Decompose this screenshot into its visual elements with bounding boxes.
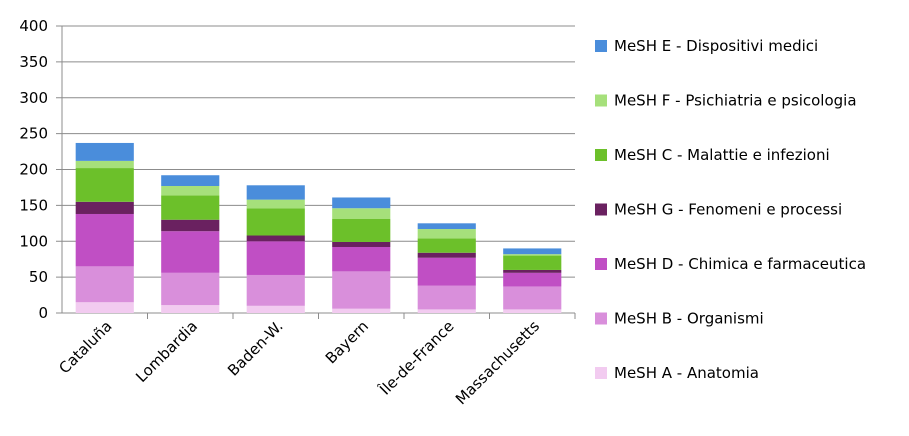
bar-segment: [417, 257, 476, 286]
bar-segment: [332, 308, 391, 313]
bar-segment: [246, 241, 305, 275]
bar-segment: [161, 231, 220, 273]
bar-segment: [503, 255, 562, 270]
bar-segment: [417, 229, 476, 239]
legend-swatch: [595, 149, 607, 161]
bar-segment: [417, 252, 476, 258]
bar-segment: [332, 197, 391, 209]
legend-label: MeSH E - Dispositivi medici: [614, 37, 818, 55]
bars: [75, 142, 562, 313]
legend-swatch: [595, 94, 607, 107]
y-tick-label: 400: [19, 17, 48, 35]
legend-swatch: [595, 40, 607, 52]
bar-segment: [332, 271, 391, 309]
bar-segment: [246, 305, 305, 313]
legend-swatch: [595, 312, 607, 325]
bar-segment: [75, 160, 134, 169]
bar-segment: [75, 302, 134, 313]
y-tick-label: 50: [29, 268, 48, 286]
bar-segment: [417, 238, 476, 253]
bar-segment: [417, 309, 476, 313]
bar-segment: [161, 186, 220, 196]
bar-segment: [161, 305, 220, 313]
x-tick-label: Bayern: [322, 317, 372, 367]
legend-label: MeSH G - Fenomeni e processi: [614, 201, 842, 219]
y-tick-label: 0: [38, 304, 48, 322]
bar-segment: [332, 246, 391, 272]
legend-swatch: [595, 258, 607, 270]
bar-segment: [417, 223, 476, 230]
bar-segment: [161, 175, 220, 187]
bar-segment: [161, 219, 220, 232]
bar-segment: [246, 199, 305, 209]
bar-segment: [75, 201, 134, 214]
bar-segment: [503, 272, 562, 287]
x-tick-label: Lombardia: [132, 317, 201, 386]
bar-segment: [161, 195, 220, 220]
y-tick-labels: 0 50 100 150 200 250 300 350 400: [19, 17, 48, 322]
legend-label: MeSH B - Organismi: [614, 310, 764, 328]
bar-segment: [246, 235, 305, 242]
y-tick-label: 100: [19, 232, 48, 250]
legend-label: MeSH A - Anatomia: [614, 364, 759, 382]
bar-segment: [332, 208, 391, 220]
bar-segment: [503, 248, 562, 255]
bar-segment: [246, 208, 305, 236]
bar-segment: [75, 266, 134, 303]
legend: MeSH E - Dispositivi medici MeSH F - Psic…: [595, 37, 866, 382]
bar-segment: [503, 309, 562, 313]
x-tick-label: Baden-W.: [224, 317, 287, 380]
y-tick-label: 300: [19, 89, 48, 107]
x-tick-label: Cataluña: [55, 317, 115, 377]
bar-segment: [75, 168, 134, 202]
y-tick-label: 200: [19, 161, 48, 179]
bar-segment: [75, 213, 134, 267]
bar-segment: [246, 185, 305, 200]
bar-segment: [246, 274, 305, 306]
axes: [56, 25, 576, 319]
gridlines: [62, 25, 575, 278]
bar-segment: [503, 286, 562, 310]
legend-swatch: [595, 203, 607, 216]
y-tick-label: 350: [19, 53, 48, 71]
x-tick-label: Massachusetts: [452, 317, 543, 408]
bar-segment: [417, 285, 476, 310]
legend-label: MeSH F - Psichiatria e psicologia: [614, 92, 857, 110]
bar-segment: [503, 269, 562, 273]
legend-label: MeSH D - Chimica e farmaceutica: [614, 255, 866, 273]
bar-segment: [332, 241, 391, 247]
x-tick-labels: Cataluña Lombardia Baden-W. Bayern Île-de-Fr…: [55, 316, 543, 408]
y-tick-label: 250: [19, 125, 48, 143]
legend-label: MeSH C - Malattie e infezioni: [614, 146, 830, 164]
bar-segment: [161, 272, 220, 306]
bar-segment: [75, 142, 134, 161]
y-tick-label: 150: [19, 196, 48, 214]
legend-swatch: [595, 367, 607, 379]
bar-segment: [332, 219, 391, 242]
x-tick-label: Île-de-France: [375, 316, 458, 399]
bar-segment: [503, 254, 562, 256]
